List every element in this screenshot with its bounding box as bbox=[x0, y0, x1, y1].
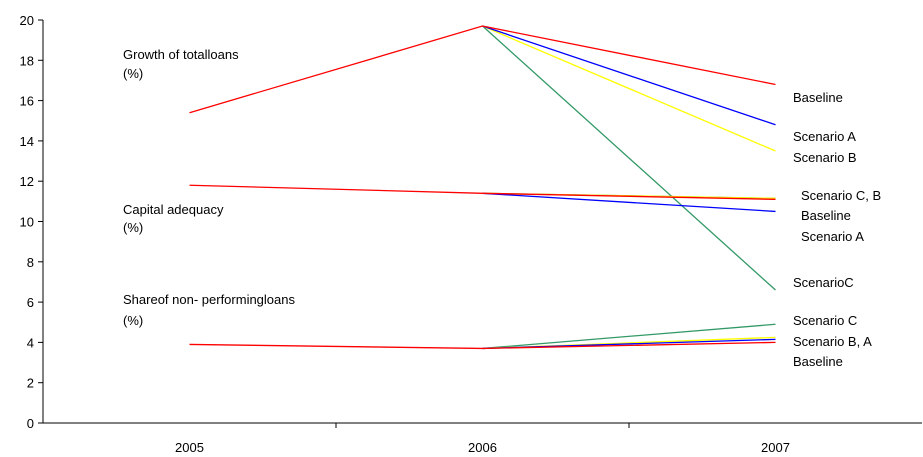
x-axis-ticks: 2005 2006 2007 bbox=[175, 423, 790, 455]
annotation-loans-title: Growth of totalloans bbox=[123, 47, 239, 62]
label-loans-scenario-a: Scenario A bbox=[793, 129, 856, 144]
label-npl-baseline: Baseline bbox=[793, 354, 843, 369]
annotation-npl-title: Shareof non- performingloans bbox=[123, 292, 295, 307]
annotation-npl-unit: (%) bbox=[123, 313, 143, 328]
y-tick-label: 20 bbox=[20, 13, 34, 28]
series-line-loans bbox=[483, 26, 776, 151]
series-line-npl bbox=[190, 342, 776, 348]
label-npl-scenario-c: Scenario C bbox=[793, 313, 857, 328]
y-axis-ticks: 0 2 4 6 8 10 12 14 16 18 20 bbox=[20, 13, 43, 431]
label-npl-scenario-ba: Scenario B, A bbox=[793, 334, 872, 349]
label-loans-scenario-b: Scenario B bbox=[793, 150, 857, 165]
y-tick-label: 18 bbox=[20, 53, 34, 68]
annotation-capital-title: Capital adequacy bbox=[123, 202, 224, 217]
x-tick-label: 2006 bbox=[468, 440, 497, 455]
series-line-loans bbox=[483, 26, 776, 290]
y-tick-label: 6 bbox=[27, 295, 34, 310]
y-tick-label: 12 bbox=[20, 174, 34, 189]
y-tick-label: 14 bbox=[20, 134, 34, 149]
x-tick-label: 2005 bbox=[175, 440, 204, 455]
y-tick-label: 16 bbox=[20, 94, 34, 109]
y-tick-label: 0 bbox=[27, 416, 34, 431]
label-capital-baseline: Baseline bbox=[801, 208, 851, 223]
label-capital-scenario-cb: Scenario C, B bbox=[801, 188, 881, 203]
series-line-capital bbox=[190, 185, 776, 199]
annotation-loans-unit: (%) bbox=[123, 66, 143, 81]
y-tick-label: 2 bbox=[27, 376, 34, 391]
label-loans-scenario-c: ScenarioC bbox=[793, 275, 854, 290]
label-capital-scenario-a: Scenario A bbox=[801, 229, 864, 244]
y-tick-label: 8 bbox=[27, 255, 34, 270]
y-tick-label: 10 bbox=[20, 215, 34, 230]
series-line-loans bbox=[190, 26, 776, 113]
label-loans-baseline: Baseline bbox=[793, 90, 843, 105]
annotation-capital-unit: (%) bbox=[123, 220, 143, 235]
y-tick-label: 4 bbox=[27, 335, 34, 350]
x-tick-label: 2007 bbox=[761, 440, 790, 455]
